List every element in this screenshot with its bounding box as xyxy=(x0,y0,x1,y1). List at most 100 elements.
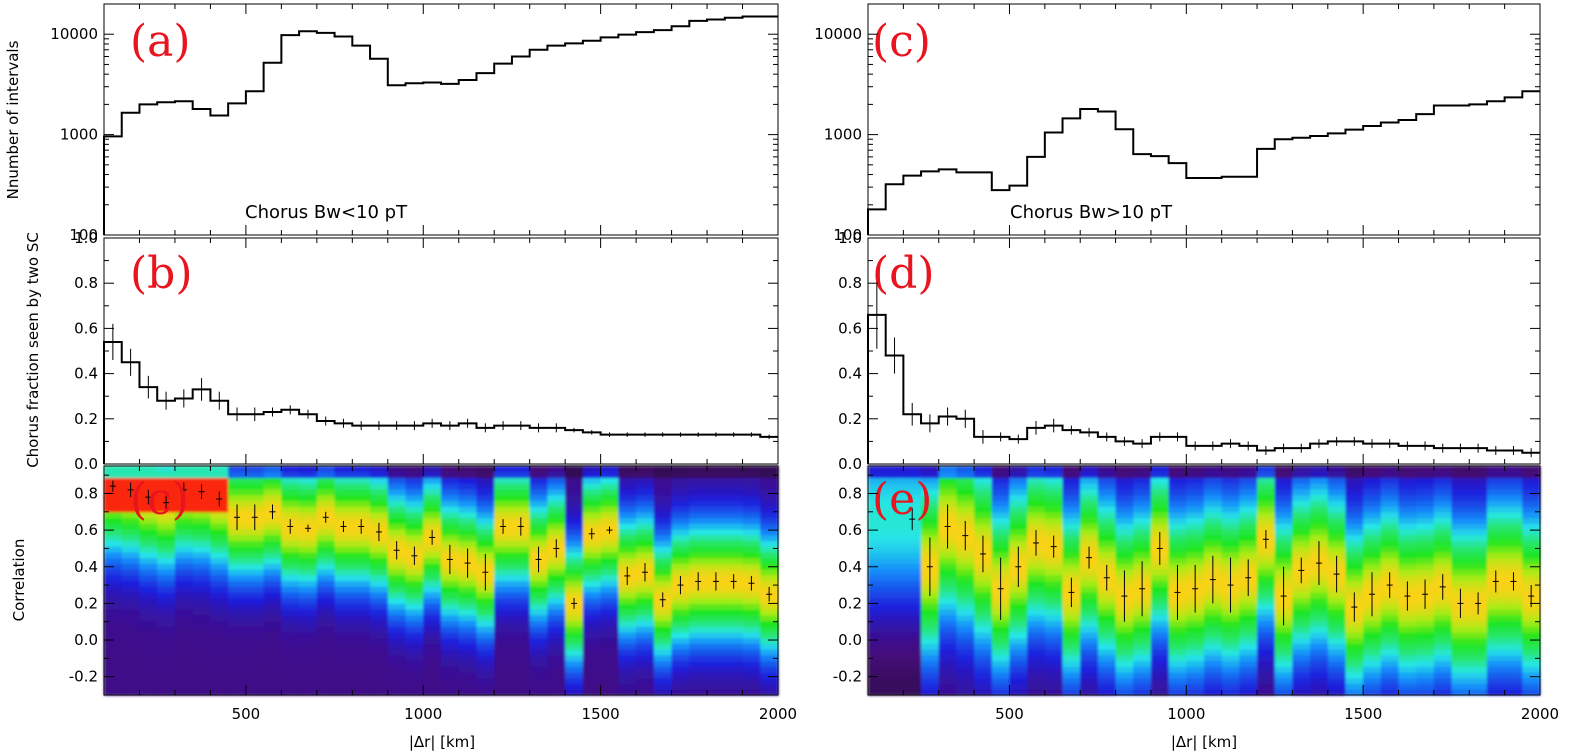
heatmap-cell xyxy=(903,597,922,604)
heatmap-cell xyxy=(636,466,655,473)
heatmap-cell xyxy=(228,677,247,685)
heatmap-cell xyxy=(868,471,887,479)
heatmap-cell xyxy=(707,643,726,650)
heatmap-cell xyxy=(1486,660,1506,667)
heatmap-cell xyxy=(370,494,389,501)
heatmap-cell xyxy=(511,660,531,667)
heatmap-cell xyxy=(121,660,141,667)
heatmap-cell xyxy=(600,500,619,507)
heatmap-cell xyxy=(441,540,460,547)
heatmap-cell xyxy=(974,666,993,673)
heatmap-cell xyxy=(387,494,407,501)
heatmap-cell xyxy=(1345,517,1364,524)
heatmap-cell xyxy=(956,580,975,587)
heatmap-cell xyxy=(1504,551,1523,559)
heatmap-cell xyxy=(1522,500,1541,507)
heatmap-cell xyxy=(903,586,922,593)
heatmap-cell xyxy=(263,614,282,622)
heatmap-cell xyxy=(1168,677,1187,685)
heatmap-cell xyxy=(529,643,549,650)
heatmap-cell xyxy=(1115,620,1134,627)
heatmap-cell xyxy=(370,672,389,679)
heatmap-cell xyxy=(370,540,389,547)
heatmap-cell xyxy=(157,591,176,599)
heatmap-cell xyxy=(316,494,336,501)
heatmap-cell xyxy=(352,649,371,656)
heatmap-cell xyxy=(210,540,229,547)
heatmap-cell xyxy=(724,477,744,484)
heatmap-cell xyxy=(565,586,584,593)
heatmap-cell xyxy=(299,506,318,513)
heatmap-cell xyxy=(1433,483,1453,490)
heatmap-cell xyxy=(1310,483,1329,490)
heatmap-cell xyxy=(707,563,726,570)
heatmap-cell xyxy=(1292,666,1311,673)
heatmap-cell xyxy=(1522,528,1541,536)
heatmap-cell xyxy=(458,689,478,696)
heatmap-cell xyxy=(742,620,761,627)
heatmap-cell xyxy=(511,563,531,570)
heatmap-cell xyxy=(1080,609,1099,616)
heatmap-cell xyxy=(1363,683,1382,690)
heatmap-cell xyxy=(104,477,123,484)
heatmap-cell xyxy=(1380,488,1400,496)
heatmap-cell xyxy=(1345,500,1364,507)
heatmap-cell xyxy=(139,506,158,513)
heatmap-cell xyxy=(1398,620,1417,627)
heatmap-cell xyxy=(956,574,975,582)
heatmap-cell xyxy=(1398,546,1417,553)
heatmap-cell xyxy=(281,471,300,479)
heatmap-cell xyxy=(618,609,637,616)
heatmap-cell xyxy=(1292,494,1311,501)
heatmap-cell xyxy=(1257,660,1276,667)
heatmap-cell xyxy=(582,563,602,570)
heatmap-cell xyxy=(547,603,566,610)
heatmap-cell xyxy=(903,551,922,559)
heatmap-cell xyxy=(387,654,407,662)
heatmap-cell xyxy=(157,654,176,662)
heatmap-cell xyxy=(707,494,726,501)
heatmap-cell xyxy=(1363,540,1382,547)
axes-frame-c-left xyxy=(103,465,779,696)
heatmap-cell xyxy=(1239,637,1258,645)
heatmap-cell xyxy=(868,609,887,616)
heatmap-cell xyxy=(192,551,212,559)
heatmap-cell xyxy=(441,500,460,507)
heatmap-cell xyxy=(600,569,619,576)
heatmap-cell xyxy=(121,626,141,633)
heatmap-cell xyxy=(1239,597,1258,604)
heatmap-cell xyxy=(529,620,549,627)
heatmap-cell xyxy=(1486,563,1506,570)
heatmap-cell xyxy=(1504,689,1523,696)
heatmap-cell xyxy=(1027,637,1046,645)
ylabel-correlation: Correlation xyxy=(10,539,28,622)
heatmap-cell xyxy=(1522,569,1541,576)
heatmap-cell xyxy=(956,654,975,662)
heatmap-cell xyxy=(387,649,407,656)
heatmap-cell xyxy=(316,649,336,656)
heatmap-cell xyxy=(1292,660,1311,667)
heatmap-cell xyxy=(974,672,993,679)
heatmap-cell xyxy=(1097,614,1117,622)
heatmap-cell xyxy=(1097,597,1117,604)
heatmap-cell xyxy=(547,557,566,564)
heatmap-cell xyxy=(263,666,282,673)
heatmap-cell xyxy=(1522,672,1541,679)
panel-a-ytick-label: 1000 xyxy=(60,126,98,144)
heatmap-cell xyxy=(192,654,212,662)
heatmap-cell xyxy=(334,614,353,622)
heatmap-cell xyxy=(192,580,212,587)
heatmap-cell xyxy=(529,660,549,667)
heatmap-cell xyxy=(1327,683,1347,690)
heatmap-cell xyxy=(1363,500,1382,507)
heatmap-cell xyxy=(724,540,744,547)
heatmap-cell xyxy=(511,551,531,559)
heatmap-cell xyxy=(245,534,265,542)
heatmap-cell xyxy=(903,546,922,553)
heatmap-cell xyxy=(742,540,761,547)
heatmap-cell xyxy=(1433,466,1453,473)
axes: 1001000100000.00.20.40.60.81.0-0.20.00.2… xyxy=(50,3,1559,723)
heatmap-cell xyxy=(210,666,229,673)
heatmap-cell xyxy=(104,626,123,633)
heatmap-cell xyxy=(1274,643,1294,650)
